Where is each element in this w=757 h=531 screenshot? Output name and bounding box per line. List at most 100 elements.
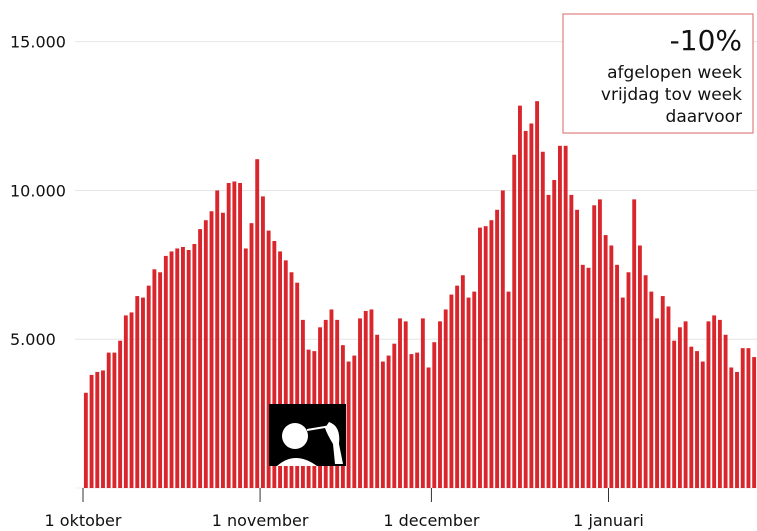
y-tick-label: 10.000 [10, 181, 66, 200]
bar [158, 272, 163, 488]
bar [563, 145, 568, 488]
bar [135, 296, 140, 488]
bar [717, 319, 722, 488]
bar [118, 340, 123, 488]
bar [101, 370, 105, 488]
bar [575, 209, 580, 488]
bar [723, 334, 728, 488]
bar [597, 199, 602, 489]
bar [460, 275, 465, 488]
bar [466, 297, 471, 488]
bar [740, 348, 745, 488]
bar [186, 249, 191, 488]
bar [706, 321, 711, 488]
bar [198, 229, 203, 488]
y-tick-label: 5.000 [10, 330, 56, 349]
bar [552, 180, 557, 488]
bar [615, 264, 620, 488]
bar [398, 318, 402, 488]
bar [289, 272, 294, 488]
bar [472, 291, 477, 488]
bar [83, 392, 88, 488]
test-icon [269, 404, 346, 466]
bar [278, 251, 283, 488]
bar [249, 223, 254, 489]
bar [495, 209, 500, 488]
bar [112, 352, 117, 488]
bar [643, 275, 648, 488]
bar [175, 248, 180, 488]
annotation-headline: -10% [670, 24, 742, 57]
x-tick-label: 1 oktober [45, 511, 122, 530]
bar [449, 294, 454, 488]
bar [203, 220, 208, 488]
bar [323, 319, 328, 488]
bar [346, 361, 351, 488]
bar [586, 267, 591, 488]
bar [609, 245, 614, 488]
x-tick-label: 1 januari [573, 511, 644, 530]
bar [500, 190, 505, 488]
annotation-line: afgelopen week [607, 63, 742, 83]
x-tick-label: 1 november [212, 511, 309, 530]
bar [300, 319, 305, 488]
bar [632, 199, 637, 489]
icon-part [325, 422, 343, 464]
annotation-line: vrijdag tov week [601, 85, 742, 105]
bar [580, 264, 585, 488]
bar [260, 196, 265, 488]
icon-part [282, 423, 308, 449]
bar [603, 235, 608, 488]
bar [141, 297, 145, 488]
bar [489, 220, 494, 488]
bar [386, 355, 391, 488]
bar [146, 285, 151, 488]
bar [95, 371, 100, 488]
bar [535, 101, 540, 489]
bar [243, 248, 248, 488]
bar [152, 269, 157, 488]
bar [455, 285, 460, 488]
bar [438, 321, 442, 488]
bar [409, 354, 414, 488]
bar [546, 194, 551, 488]
bar [192, 244, 197, 488]
bar [215, 190, 220, 488]
bar [649, 291, 654, 488]
bar [266, 230, 271, 489]
bar [689, 346, 694, 488]
bar [672, 340, 677, 488]
bar [89, 374, 94, 488]
bar [283, 260, 288, 488]
bar [129, 312, 134, 488]
bar [746, 348, 751, 488]
bar [232, 181, 237, 488]
bar [220, 212, 225, 488]
x-tick-label: 1 december [383, 511, 479, 530]
bar [666, 306, 671, 488]
bar [620, 297, 625, 488]
bar [637, 245, 642, 488]
bar [106, 352, 111, 488]
y-tick-label: 15.000 [10, 33, 66, 52]
bar [255, 159, 260, 488]
bar [226, 183, 231, 488]
bar [695, 351, 699, 488]
bar [660, 296, 665, 488]
bar [626, 272, 631, 488]
bar [700, 361, 705, 488]
bar [569, 194, 574, 488]
bar [735, 371, 739, 488]
bar [683, 321, 688, 488]
bar [478, 227, 482, 488]
bar [415, 352, 420, 488]
bar [655, 318, 659, 488]
bar [523, 130, 528, 489]
bar [329, 309, 334, 488]
bar [512, 154, 517, 489]
bar [432, 342, 437, 488]
annotation-line: daarvoor [666, 107, 742, 127]
bar [592, 205, 597, 488]
bar [557, 145, 562, 488]
bar [403, 321, 408, 488]
